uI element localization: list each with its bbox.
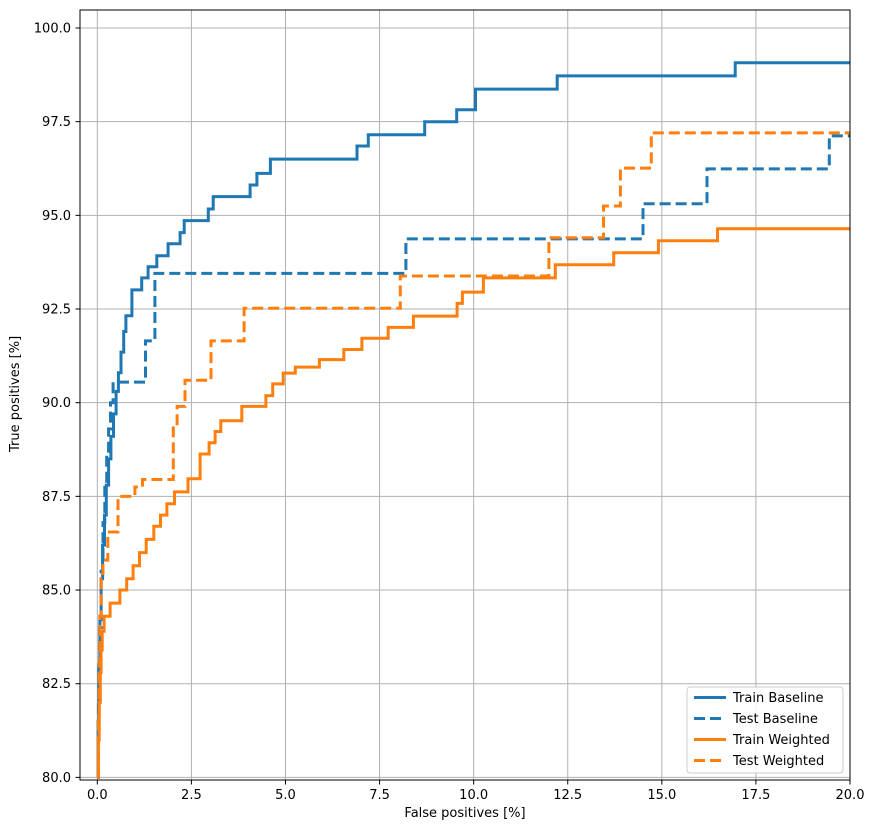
x-tick-label: 15.0 [647, 788, 676, 803]
y-tick-label: 97.5 [42, 115, 71, 130]
series-line-test-weighted [96, 131, 850, 779]
y-tick-label: 85.0 [42, 584, 71, 599]
x-tick-label: 10.0 [459, 788, 488, 803]
y-tick-label: 92.5 [42, 303, 71, 318]
legend-label-train-baseline: Train Baseline [732, 691, 823, 706]
legend-label-test-baseline: Test Baseline [732, 712, 818, 727]
x-axis-label: False positives [%] [404, 806, 526, 821]
y-axis-label: True positives [%] [8, 335, 23, 452]
series-line-train-baseline [96, 61, 850, 779]
x-tick-label: 0.0 [87, 788, 108, 803]
series-line-train-weighted [96, 227, 850, 779]
legend-label-test-weighted: Test Weighted [732, 754, 824, 769]
y-tick-label: 80.0 [42, 771, 71, 786]
x-tick-label: 20.0 [836, 788, 865, 803]
x-tick-label: 17.5 [741, 788, 770, 803]
y-tick-label: 87.5 [42, 490, 71, 505]
plot-frame [79, 9, 851, 781]
x-tick-label: 7.5 [369, 788, 390, 803]
x-tick-label: 12.5 [553, 788, 582, 803]
legend-label-train-weighted: Train Weighted [732, 733, 830, 748]
y-tick-label: 100.0 [34, 21, 71, 36]
y-tick-label: 90.0 [42, 396, 71, 411]
y-tick-label: 82.5 [42, 677, 71, 692]
legend-box [686, 686, 844, 774]
y-tick-label: 95.0 [42, 209, 71, 224]
x-tick-label: 2.5 [181, 788, 202, 803]
x-tick-label: 5.0 [275, 788, 296, 803]
